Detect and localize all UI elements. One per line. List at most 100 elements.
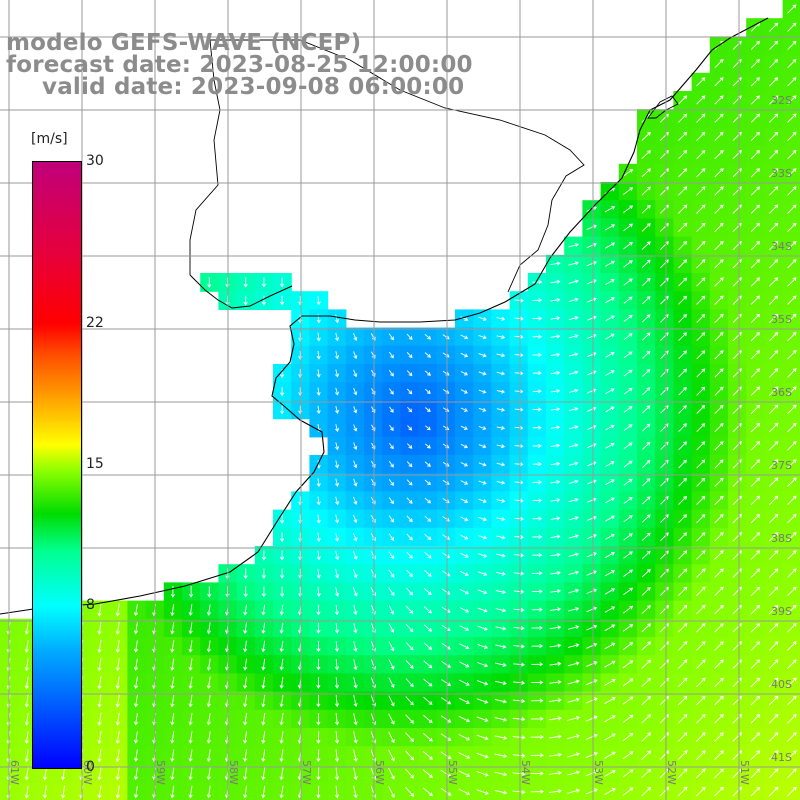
wind-arrow bbox=[422, 787, 433, 797]
wind-arrow bbox=[696, 313, 706, 323]
wind-arrow bbox=[787, 295, 797, 305]
wind-arrow bbox=[514, 298, 524, 303]
wind-arrow bbox=[696, 532, 706, 542]
wind-arrow bbox=[568, 242, 579, 248]
wind-arrow bbox=[787, 604, 797, 615]
wind-arrow bbox=[495, 662, 507, 668]
wind-arrow bbox=[677, 786, 688, 797]
wind-arrow bbox=[642, 441, 651, 450]
wind-arrow bbox=[623, 424, 633, 431]
wind-arrow bbox=[353, 695, 358, 708]
wind-arrow bbox=[459, 625, 470, 631]
wind-arrow bbox=[353, 785, 358, 799]
wind-arrow bbox=[279, 694, 284, 708]
latitude-label: 32S bbox=[771, 94, 792, 107]
wind-arrow bbox=[678, 277, 688, 287]
wind-arrow bbox=[496, 389, 506, 394]
wind-arrow bbox=[243, 586, 248, 598]
wind-arrow bbox=[353, 460, 358, 469]
wind-arrow bbox=[604, 697, 616, 705]
wind-arrow bbox=[261, 622, 266, 634]
wind-arrow bbox=[477, 662, 489, 668]
wind-arrow bbox=[334, 460, 340, 469]
wind-arrow bbox=[696, 550, 706, 560]
wind-arrow bbox=[353, 442, 358, 450]
wind-arrow bbox=[696, 477, 706, 487]
wind-arrow bbox=[115, 621, 120, 635]
wind-arrow bbox=[460, 316, 469, 322]
wind-arrow bbox=[642, 405, 651, 414]
wind-arrow bbox=[334, 332, 340, 342]
wind-arrow bbox=[207, 277, 212, 288]
wind-arrow bbox=[568, 425, 579, 430]
wind-arrow bbox=[334, 424, 340, 433]
wind-arrow bbox=[423, 642, 433, 650]
wind-arrow bbox=[206, 713, 211, 726]
wind-arrow bbox=[714, 77, 724, 87]
wind-arrow bbox=[243, 640, 248, 653]
wind-arrow bbox=[97, 785, 102, 799]
wind-arrow bbox=[604, 788, 616, 796]
wind-arrow bbox=[406, 587, 414, 596]
wind-arrow bbox=[188, 713, 193, 726]
wind-arrow bbox=[115, 603, 120, 617]
wind-arrow bbox=[24, 730, 29, 745]
wind-arrow bbox=[678, 314, 687, 323]
wind-arrow bbox=[605, 442, 615, 449]
wind-arrow bbox=[388, 695, 395, 707]
wind-arrow bbox=[714, 332, 724, 342]
wind-arrow bbox=[678, 441, 687, 451]
wind-arrow bbox=[550, 498, 561, 503]
wind-arrow bbox=[568, 388, 579, 393]
wind-arrow bbox=[494, 735, 508, 740]
wind-arrow bbox=[641, 732, 652, 742]
wind-arrow bbox=[335, 586, 340, 597]
wind-arrow bbox=[549, 752, 562, 757]
wind-arrow bbox=[587, 370, 597, 376]
wind-arrow bbox=[531, 643, 544, 649]
wind-arrow bbox=[768, 550, 779, 560]
longitude-label: 60W bbox=[81, 760, 94, 785]
wind-arrow bbox=[97, 658, 102, 672]
wind-arrow bbox=[424, 551, 432, 559]
wind-arrow bbox=[605, 297, 615, 304]
wind-arrow bbox=[188, 694, 193, 708]
wind-arrow bbox=[424, 570, 432, 577]
wind-arrow bbox=[170, 676, 175, 690]
wind-arrow bbox=[280, 405, 285, 415]
wind-arrow bbox=[532, 279, 543, 285]
wind-arrow bbox=[750, 623, 761, 633]
wind-arrow bbox=[678, 386, 687, 396]
wind-arrow bbox=[388, 605, 395, 615]
wind-cell bbox=[418, 782, 438, 800]
wind-arrow bbox=[787, 113, 797, 123]
wind-arrow bbox=[280, 387, 285, 397]
wind-arrow bbox=[605, 424, 615, 431]
wind-arrow bbox=[477, 589, 488, 595]
wind-arrow bbox=[586, 333, 597, 339]
wind-arrow bbox=[24, 640, 29, 653]
colorbar-tick-label: 8 bbox=[86, 597, 95, 614]
wind-arrow bbox=[604, 678, 616, 686]
wind-arrow bbox=[97, 767, 102, 781]
wind-arrow bbox=[550, 552, 561, 557]
wind-arrow bbox=[188, 785, 193, 799]
wind-arrow bbox=[243, 676, 248, 690]
wind-arrow bbox=[405, 750, 415, 761]
wind-arrow bbox=[549, 661, 562, 666]
wind-arrow bbox=[659, 732, 670, 742]
wind-arrow bbox=[769, 22, 779, 32]
wind-arrow bbox=[623, 369, 633, 377]
wind-arrow bbox=[115, 767, 120, 781]
wind-arrow bbox=[423, 714, 433, 724]
wind-arrow bbox=[514, 352, 524, 358]
wind-arrow bbox=[750, 604, 761, 615]
wind-arrow bbox=[714, 149, 724, 160]
longitude-label: 58W bbox=[227, 760, 240, 785]
wind-arrow bbox=[678, 514, 688, 524]
wind-arrow bbox=[623, 260, 633, 268]
wind-arrow bbox=[133, 603, 139, 617]
wind-arrow bbox=[659, 641, 670, 651]
wind-arrow bbox=[696, 423, 706, 433]
wind-arrow bbox=[514, 316, 524, 321]
